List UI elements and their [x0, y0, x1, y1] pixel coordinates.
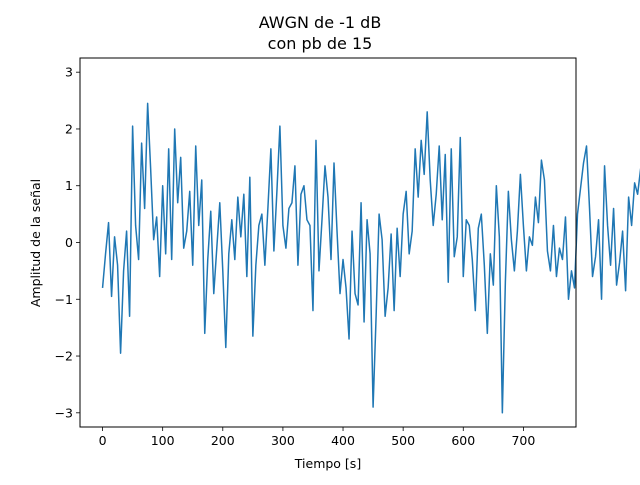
- x-tick-label: 400: [331, 433, 355, 448]
- chart-title-line-1: AWGN de -1 dB: [259, 13, 382, 32]
- chart-title-line-2: con pb de 15: [268, 34, 373, 53]
- y-tick-label: −3: [55, 405, 73, 420]
- y-axis-label: Amplitud de la señal: [28, 179, 43, 307]
- x-tick-label: 600: [451, 433, 475, 448]
- y-tick-label: −2: [55, 349, 73, 364]
- x-tick-label: 100: [151, 433, 175, 448]
- y-tick-label: 2: [65, 121, 73, 136]
- x-tick-label: 200: [211, 433, 235, 448]
- x-tick-label: 0: [99, 433, 107, 448]
- y-axis: −3 −2 −1 0 1 2 3: [55, 65, 80, 420]
- series-line-0: [101, 102, 640, 414]
- y-tick-label: 1: [65, 178, 73, 193]
- x-axis-label: Tiempo [s]: [294, 456, 361, 471]
- x-tick-label: 700: [511, 433, 535, 448]
- plot-area: [101, 102, 640, 414]
- x-tick-label: 500: [391, 433, 415, 448]
- y-tick-label: −1: [55, 292, 73, 307]
- x-tick-label: 300: [271, 433, 295, 448]
- x-axis: 0 100 200 300 400 500 600 700: [99, 427, 535, 448]
- y-tick-label: 0: [65, 235, 73, 250]
- y-tick-label: 3: [65, 65, 73, 80]
